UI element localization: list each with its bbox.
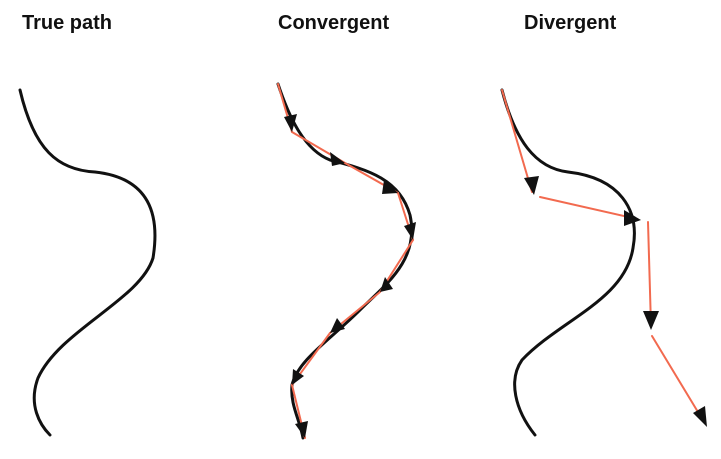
divergent-arrowheads [524,176,707,427]
divergent-steps [501,89,705,423]
title-convergent: Convergent [278,12,390,34]
convergent-steps [277,83,414,439]
convergent-arrowheads [284,114,416,438]
divergent-panel [500,88,707,437]
convergent-true-curve [276,82,414,440]
divergent-true-curve [500,88,636,437]
title-true-path: True path [22,12,113,34]
convergent-panel [276,82,416,440]
true-path-panel [18,88,157,437]
title-divergent: Divergent [524,12,617,34]
true-path-curve [18,88,157,437]
